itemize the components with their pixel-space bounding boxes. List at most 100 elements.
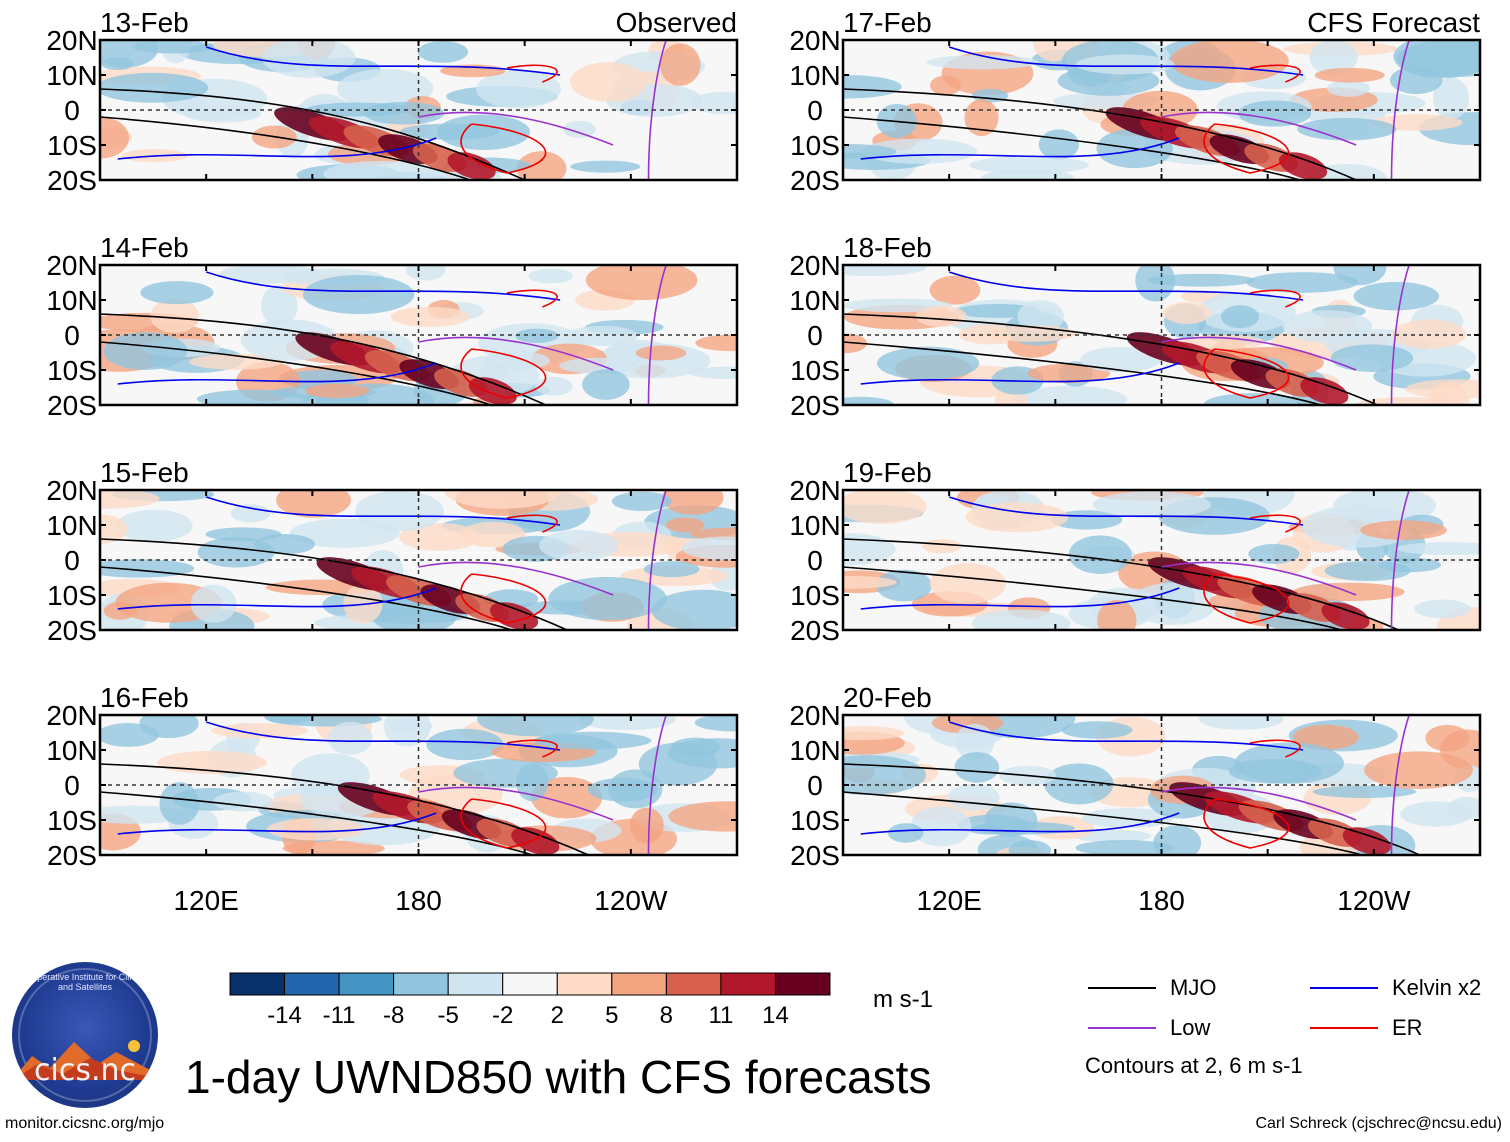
anomaly-blob — [1297, 117, 1397, 141]
colorbar-tick-label: 2 — [551, 1002, 564, 1029]
anomaly-blob — [100, 723, 159, 747]
anomaly-blob — [266, 818, 365, 841]
anomaly-blob — [862, 138, 978, 164]
anomaly-blob — [1162, 301, 1212, 325]
anomaly-blob — [304, 383, 369, 399]
anomaly-blob — [651, 589, 737, 630]
anomaly-blob — [1292, 724, 1359, 750]
lat-tick-label: 10S — [47, 130, 97, 161]
anomaly-blob — [184, 105, 262, 123]
er-contour — [1203, 289, 1301, 399]
anomaly-blob — [1326, 80, 1370, 97]
anomaly-blob — [1246, 272, 1359, 293]
colorbar-tick-label: -14 — [267, 1002, 302, 1029]
footer-url[interactable]: monitor.cicsnc.org/mjo — [5, 1115, 165, 1132]
anomaly-blob — [302, 274, 415, 315]
anomaly-blob — [116, 509, 193, 542]
anomaly-blob — [587, 777, 658, 802]
kelvin-contour — [117, 271, 561, 385]
legend-er-label: ER — [1392, 1015, 1423, 1040]
anomaly-blob — [1008, 840, 1052, 855]
anomaly-blob — [515, 328, 559, 343]
anomaly-blob — [1433, 77, 1470, 120]
lat-tick-label: 0 — [64, 545, 80, 576]
lat-tick-label: 20S — [47, 615, 97, 646]
legend-low-label: Low — [1170, 1015, 1211, 1040]
anomaly-blob — [528, 268, 574, 284]
colorbar-swatch — [774, 972, 831, 996]
anomaly-blob — [1074, 829, 1152, 843]
logo-arc-text: Cooperative Institute for Climate and Sa… — [20, 972, 150, 992]
anomaly-blob — [681, 536, 737, 560]
lon-tick-label: 120E — [173, 885, 238, 916]
anomaly-blob — [1353, 281, 1440, 311]
colorbar-tick-label: 11 — [708, 1002, 733, 1029]
panel-date: 19-Feb — [843, 457, 932, 488]
anomaly-blob — [383, 715, 431, 747]
anomaly-blob — [1080, 346, 1162, 373]
lat-tick-label: 20N — [789, 250, 840, 281]
lat-tick-label: 10S — [47, 805, 97, 836]
anomaly-blob — [1425, 724, 1470, 752]
legend-er: ER — [1310, 1015, 1423, 1041]
lat-tick-label: 10S — [790, 805, 840, 836]
anomaly-blob — [643, 561, 700, 578]
er-contour — [460, 739, 558, 849]
anomaly-blob — [665, 517, 705, 533]
anomaly-blob — [926, 54, 1039, 70]
anomaly-blob — [667, 738, 737, 769]
lat-tick-label: 10N — [46, 735, 97, 766]
panel-20-Feb: 20N 10N 0 10S 20S 20-Feb — [789, 682, 1482, 871]
lat-tick-label: 20S — [47, 390, 97, 421]
er-contour — [1203, 64, 1301, 174]
mjo-contour — [843, 313, 1378, 405]
anomaly-blob — [562, 120, 597, 138]
panel-14-Feb: 20N 10N 0 10S 20S 14-Feb — [46, 232, 739, 421]
colorbar-tick-label: -8 — [383, 1002, 404, 1029]
logo-ring — [18, 968, 152, 1102]
anomaly-blob — [843, 576, 897, 589]
colorbar-swatch — [447, 972, 504, 996]
anomaly-blob — [1360, 520, 1447, 540]
mjo-contour — [100, 763, 589, 855]
lat-tick-label: 10N — [789, 510, 840, 541]
anomaly-blob — [875, 569, 933, 602]
anomaly-blob — [1312, 785, 1417, 798]
anomaly-blob — [264, 715, 314, 724]
anomaly-blob — [662, 490, 724, 515]
anomaly-blob — [1061, 721, 1133, 739]
anomaly-blob — [399, 123, 500, 140]
panel-16-Feb: 20N 10N 0 10S 20S 16-Feb — [46, 682, 739, 871]
anomaly-blob — [548, 576, 667, 621]
anomaly-blob — [213, 791, 274, 812]
panel-date: 13-Feb — [100, 7, 189, 38]
anomaly-blob — [539, 530, 619, 561]
wind-field — [100, 715, 737, 855]
anomaly-blob — [1396, 542, 1480, 556]
kelvin-contour — [860, 46, 1304, 160]
anomaly-blob — [930, 75, 961, 96]
anomaly-blob — [1436, 606, 1480, 630]
wind-field — [843, 490, 1480, 630]
lat-tick-label: 20N — [789, 25, 840, 56]
anomaly-blob — [578, 715, 676, 731]
cics-logo[interactable]: Cooperative Institute for Climate and Sa… — [12, 962, 158, 1108]
anomaly-blob — [1038, 129, 1080, 160]
anomaly-blob — [516, 151, 567, 180]
lat-tick-label: 10S — [790, 580, 840, 611]
lat-tick-label: 20S — [790, 390, 840, 421]
lat-tick-label: 20N — [46, 475, 97, 506]
legend-mjo: MJO — [1088, 975, 1216, 1001]
wind-field — [843, 265, 1480, 405]
anomaly-blob — [363, 101, 445, 125]
lat-tick-label: 20N — [789, 700, 840, 731]
anomaly-blob — [954, 723, 995, 760]
low-contour — [418, 715, 667, 855]
lat-tick-label: 10N — [46, 285, 97, 316]
anomaly-blob — [405, 265, 446, 281]
anomaly-blob — [1027, 363, 1111, 383]
legend-low: Low — [1088, 1015, 1210, 1041]
legend-low-line — [1088, 1027, 1156, 1029]
lat-tick-label: 0 — [64, 320, 80, 351]
anomaly-blob — [1364, 751, 1473, 790]
